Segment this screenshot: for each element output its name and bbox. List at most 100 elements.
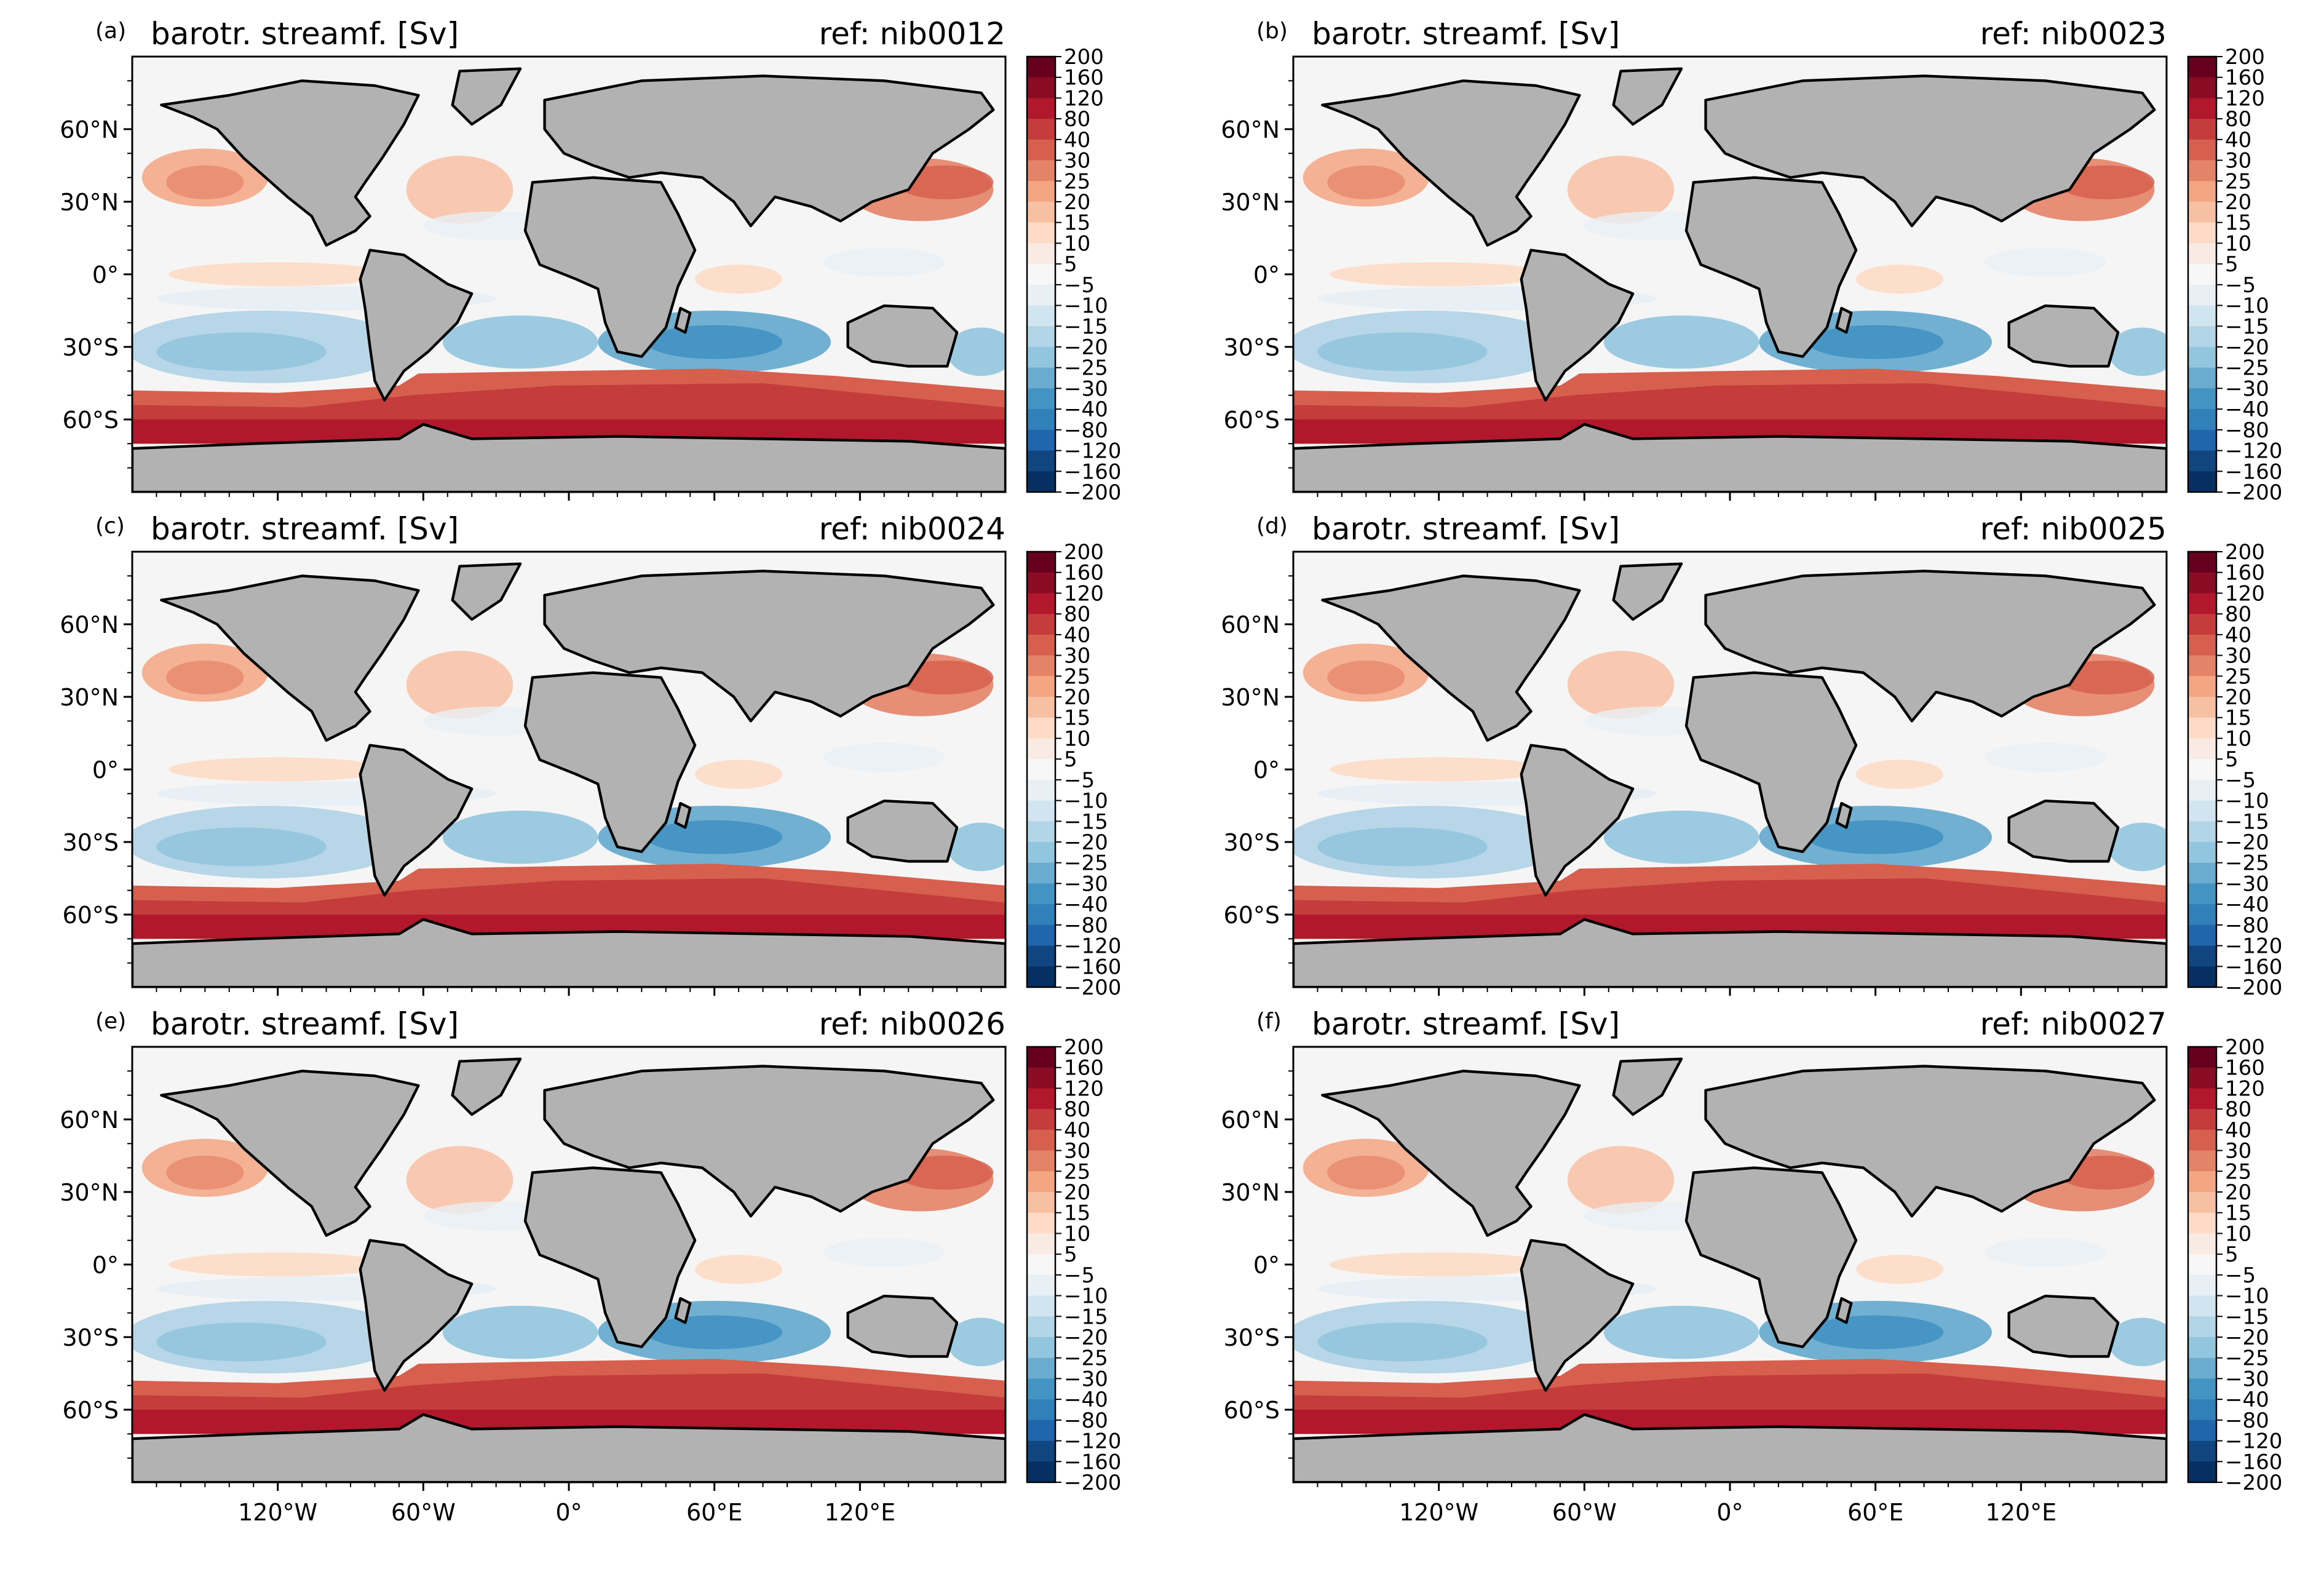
colorbar-segment: [2188, 222, 2216, 244]
colorbar-segment: [2188, 614, 2216, 635]
colorbar-tick-label: −30: [1064, 1367, 1108, 1391]
colorbar-segment: [1027, 409, 1055, 431]
colorbar-tick-label: −80: [2225, 1408, 2269, 1433]
x-tick-label: 60°E: [1847, 1499, 1903, 1526]
colorbar-tick-label: 15: [1064, 1201, 1090, 1226]
colorbar-tick-label: 30: [2225, 1139, 2251, 1164]
colorbar-segment: [1027, 1337, 1055, 1359]
colorbar-segment: [1027, 800, 1055, 822]
panel-ref: ref: nib0025: [1980, 511, 2167, 547]
y-tick-label: 60°N: [1221, 1106, 1280, 1134]
colorbar-segment: [1027, 57, 1055, 78]
colorbar-tick-label: 20: [2225, 685, 2251, 710]
colorbar-segment: [2188, 1378, 2216, 1400]
panel-title: barotr. streamf. [Sv]: [151, 511, 459, 547]
x-tick-label: 120°W: [238, 1499, 317, 1526]
colorbar-tick-label: −10: [2225, 789, 2269, 814]
colorbar-tick-label: 80: [2225, 107, 2251, 132]
colorbar-segment: [1027, 119, 1055, 140]
colorbar-segment: [1027, 243, 1055, 264]
colorbar-tick-label: 30: [1064, 149, 1090, 173]
y-tick-label: 60°N: [60, 1106, 119, 1134]
colorbar-tick-label: 40: [2225, 1118, 2251, 1143]
panel-label: (f): [1256, 1009, 1282, 1034]
colorbar-tick-label: 25: [1064, 169, 1090, 194]
colorbar-tick-label: 5: [1064, 747, 1077, 772]
panel-title: barotr. streamf. [Sv]: [151, 16, 459, 52]
x-tick-label: 120°W: [1399, 1499, 1478, 1526]
colorbar-tick-label: 25: [2225, 169, 2251, 194]
colorbar: 200160120804030252015105−5−10−15−20−25−3…: [2187, 45, 2282, 505]
colorbar-tick-label: −15: [2225, 1305, 2269, 1329]
colorbar-tick-label: 200: [2225, 540, 2265, 565]
colorbar-tick-label: −160: [2225, 459, 2282, 484]
y-tick-label: 60°S: [1224, 902, 1280, 929]
y-tick-label: 60°S: [63, 1397, 119, 1424]
y-tick-label: 0°: [1253, 261, 1280, 288]
colorbar-tick-label: 30: [1064, 644, 1090, 669]
colorbar-segment: [2188, 305, 2216, 327]
colorbar-tick-label: −5: [1064, 768, 1095, 793]
colorbar-segment: [2188, 471, 2216, 493]
colorbar-segment: [2188, 1047, 2216, 1068]
colorbar-segment: [2188, 243, 2216, 264]
colorbar-tick-label: −30: [1064, 376, 1108, 401]
colorbar-tick-label: 200: [2225, 45, 2265, 70]
colorbar-segment: [1027, 1316, 1055, 1338]
colorbar-tick-label: −30: [2225, 376, 2269, 401]
colorbar-tick-label: −80: [1064, 418, 1108, 443]
colorbar-segment: [2188, 1357, 2216, 1380]
colorbar-segment: [1027, 842, 1055, 864]
panel-b: (b) barotr. streamf. [Sv] ref: nib0023 60°N…: [1221, 16, 2282, 505]
colorbar-tick-label: −40: [2225, 1388, 2269, 1412]
colorbar-segment: [1027, 1088, 1055, 1110]
colorbar-tick-label: −160: [1064, 1450, 1121, 1474]
colorbar: 200160120804030252015105−5−10−15−20−25−3…: [2187, 540, 2282, 1000]
y-tick-label: 30°S: [63, 829, 119, 856]
colorbar-tick-label: 10: [2225, 1221, 2251, 1246]
colorbar-tick-label: 20: [1064, 685, 1090, 710]
colorbar-tick-label: −10: [2225, 1284, 2269, 1309]
colorbar-tick-label: −30: [1064, 872, 1108, 896]
colorbar-tick-label: −15: [2225, 314, 2269, 339]
colorbar: 200160120804030252015105−5−10−15−20−25−3…: [1026, 540, 1121, 1000]
colorbar-segment: [1027, 759, 1055, 781]
colorbar-tick-label: −160: [2225, 1450, 2282, 1474]
panel-label: (e): [95, 1009, 126, 1034]
colorbar-segment: [1027, 98, 1055, 119]
colorbar-segment: [2188, 409, 2216, 431]
colorbar-segment: [2188, 552, 2216, 573]
colorbar-tick-label: −25: [1064, 1346, 1108, 1371]
colorbar-tick-label: −200: [2225, 1471, 2282, 1495]
colorbar-segment: [1027, 450, 1055, 472]
colorbar-segment: [1027, 1295, 1055, 1317]
colorbar-tick-label: 10: [2225, 726, 2251, 751]
colorbar-segment: [2188, 759, 2216, 781]
colorbar-tick-label: 30: [2225, 644, 2251, 669]
colorbar-segment: [2188, 181, 2216, 202]
colorbar-tick-label: 15: [1064, 211, 1090, 236]
colorbar-tick-label: 160: [1064, 561, 1104, 586]
colorbar-tick-label: 120: [1064, 581, 1104, 606]
panel-f: (f) barotr. streamf. [Sv] ref: nib0027 60°N…: [1221, 1006, 2282, 1526]
colorbar-segment: [2188, 1067, 2216, 1089]
colorbar-segment: [2188, 77, 2216, 99]
colorbar-tick-label: −80: [2225, 913, 2269, 938]
colorbar-tick-label: −80: [1064, 1408, 1108, 1433]
colorbar-segment: [1027, 1440, 1055, 1462]
colorbar-segment: [1027, 264, 1055, 285]
colorbar-segment: [2188, 119, 2216, 140]
panel-ref: ref: nib0027: [1980, 1006, 2167, 1042]
colorbar-segment: [2188, 862, 2216, 884]
colorbar-tick-label: 5: [1064, 252, 1077, 277]
y-tick-label: 30°S: [1224, 334, 1280, 361]
colorbar-tick-label: −20: [2225, 1325, 2269, 1350]
colorbar-tick-label: −200: [2225, 480, 2282, 505]
colorbar-segment: [2188, 139, 2216, 161]
colorbar-segment: [1027, 284, 1055, 306]
panel-c: (c) barotr. streamf. [Sv] ref: nib0024 60°N…: [60, 511, 1121, 1000]
colorbar-segment: [2188, 1316, 2216, 1338]
colorbar-tick-label: 30: [2225, 149, 2251, 173]
colorbar-tick-label: −160: [1064, 955, 1121, 979]
